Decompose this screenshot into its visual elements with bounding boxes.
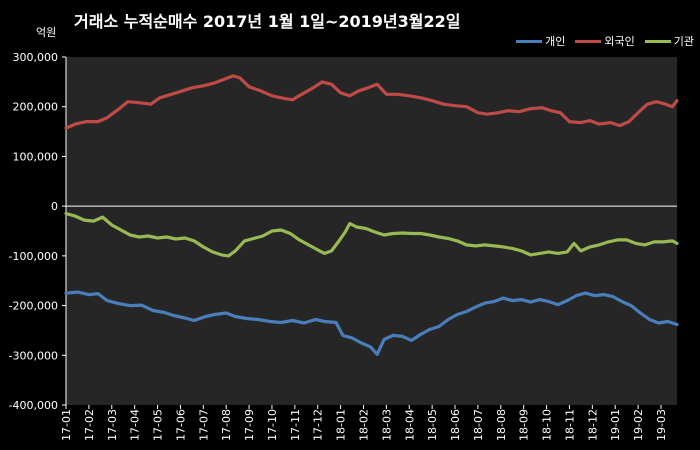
x-tick-label: 18-04 xyxy=(403,409,416,441)
y-axis-unit-label: 억원 xyxy=(36,26,57,39)
x-tick-label: 18-10 xyxy=(541,409,554,441)
x-tick-label: 18-06 xyxy=(449,409,462,441)
series-line-institution xyxy=(64,212,679,258)
x-tick-label: 17-05 xyxy=(152,409,165,441)
x-tick-label: 17-10 xyxy=(266,409,279,441)
x-tick-label: 18-09 xyxy=(518,409,531,441)
chart-title: 거래소 누적순매수 2017년 1월 1일~2019년3월22일 xyxy=(74,12,461,31)
x-tick-label: 17-07 xyxy=(197,409,210,441)
y-tick-label: -400,000 xyxy=(9,399,58,412)
x-tick-label: 17-02 xyxy=(83,409,96,441)
legend-swatch-institution xyxy=(644,39,671,43)
x-tick-label: 18-08 xyxy=(495,409,508,441)
x-tick-label: 18-03 xyxy=(380,409,393,441)
x-tick-label: 18-01 xyxy=(335,409,348,441)
series-line-individual xyxy=(64,290,679,356)
y-tick-label: -100,000 xyxy=(9,250,58,263)
y-tick-label: 100,000 xyxy=(13,150,59,163)
y-tick-label: 200,000 xyxy=(13,101,59,114)
x-tick-label: 17-11 xyxy=(289,409,302,441)
x-tick-label: 17-09 xyxy=(243,409,256,441)
legend-swatch-individual xyxy=(516,39,543,43)
x-tick-label: 17-06 xyxy=(174,409,187,441)
y-tick-label: -300,000 xyxy=(9,349,58,362)
y-tick-label: 300,000 xyxy=(13,51,59,64)
legend-label-individual: 개인 xyxy=(545,35,566,48)
x-tick-label: 18-12 xyxy=(586,409,599,441)
x-tick-label: 17-04 xyxy=(129,409,142,441)
x-tick-label: 19-03 xyxy=(655,409,668,441)
x-tick-label: 17-03 xyxy=(106,409,119,441)
legend-label-institution: 기관 xyxy=(673,35,694,48)
legend-label-foreign: 외국인 xyxy=(604,35,635,48)
legend-item-individual: 개인 xyxy=(516,33,565,49)
x-tick-label: 18-07 xyxy=(472,409,485,441)
x-tick-label: 17-08 xyxy=(220,409,233,441)
x-tick-label: 18-11 xyxy=(563,409,576,441)
x-tick-label: 19-02 xyxy=(632,409,645,441)
x-tick-label: 19-01 xyxy=(609,409,622,441)
x-tick-label: 18-05 xyxy=(426,409,439,441)
legend-item-institution: 기관 xyxy=(644,33,694,49)
legend-item-foreign: 외국인 xyxy=(575,33,635,49)
y-tick-label: -200,000 xyxy=(9,300,58,313)
series-line-foreign xyxy=(64,74,679,130)
y-tick-label: 0 xyxy=(51,200,58,213)
x-tick-label: 17-01 xyxy=(60,409,73,441)
legend-swatch-foreign xyxy=(575,39,602,43)
x-tick-label: 18-02 xyxy=(357,409,370,441)
legend: 개인 외국인 기관 xyxy=(516,33,694,49)
x-tick-label: 17-12 xyxy=(312,409,325,441)
